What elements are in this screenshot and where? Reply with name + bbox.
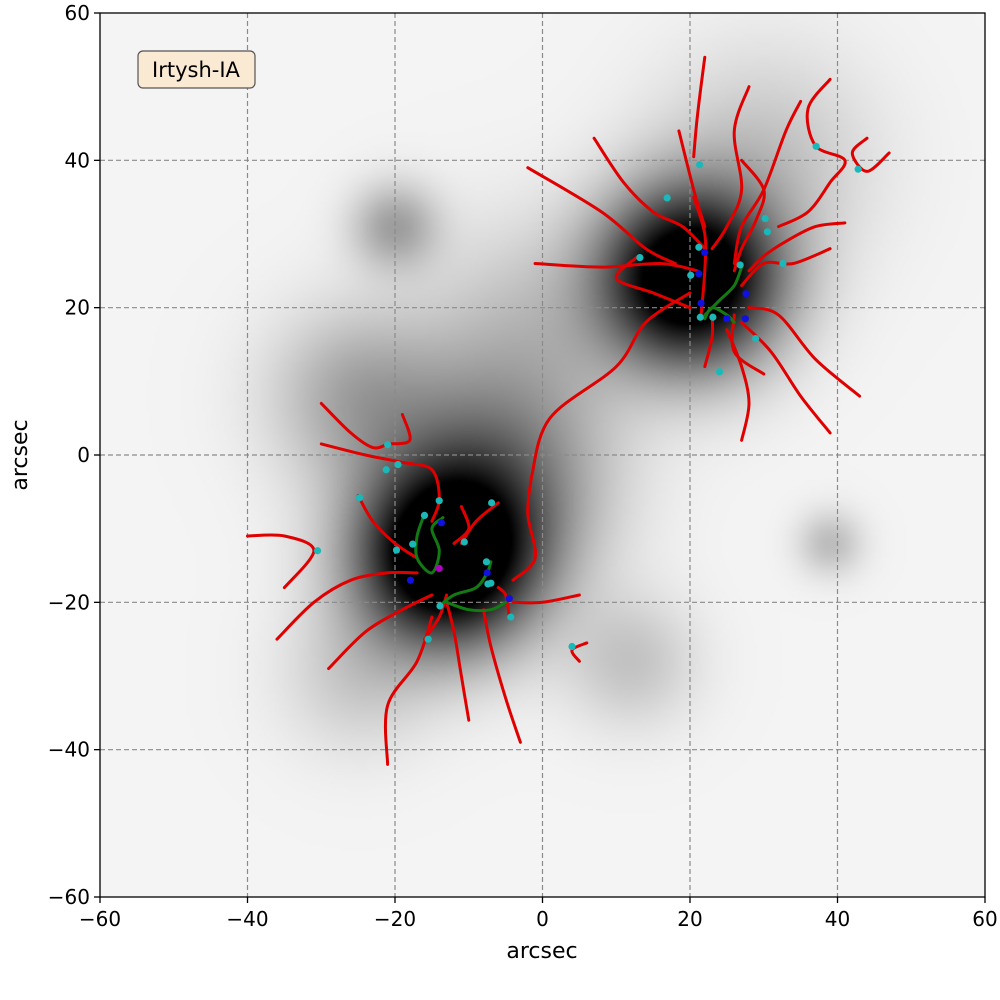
filament-path <box>496 586 511 619</box>
node-point <box>663 194 671 202</box>
filament-path <box>526 166 677 265</box>
node-point <box>382 466 390 474</box>
x-tick-label: 0 <box>536 907 549 931</box>
filament-path <box>850 136 891 173</box>
node-point <box>487 579 495 587</box>
x-tick-label: 60 <box>972 907 997 931</box>
bridge-layer <box>414 265 744 613</box>
node-point <box>568 642 576 651</box>
node-point <box>763 228 772 236</box>
bridge-path <box>703 306 736 324</box>
filament-path <box>592 136 707 251</box>
node-point <box>482 558 491 566</box>
saddle-point <box>505 595 513 603</box>
node-point <box>313 547 322 555</box>
y-axis-ticks: −60 −40 −20 0 20 40 60 <box>48 1 100 909</box>
x-axis-label: arcsec <box>506 939 577 964</box>
filament-path <box>732 158 766 273</box>
node-point <box>409 540 417 548</box>
saddle-point <box>437 519 446 527</box>
saddle-point <box>483 569 491 577</box>
x-tick-label: −20 <box>374 907 416 931</box>
node-point <box>687 271 695 279</box>
node-point <box>715 368 724 376</box>
x-axis-ticks: −60 −40 −20 0 20 40 60 <box>79 897 998 931</box>
node-point <box>761 214 769 223</box>
filament-path <box>386 413 412 446</box>
node-point <box>736 261 744 269</box>
y-tick-label: 40 <box>65 148 90 172</box>
filament-path <box>732 99 803 265</box>
node-point <box>394 460 402 469</box>
y-tick-label: 60 <box>65 1 90 25</box>
saddle-point <box>701 248 709 257</box>
filament-path <box>777 77 847 229</box>
filament-path <box>511 475 538 582</box>
node-point <box>384 441 392 449</box>
node-point <box>812 142 820 150</box>
y-tick-label: −40 <box>48 738 90 762</box>
y-tick-label: 0 <box>77 443 90 467</box>
filament-path <box>710 85 751 251</box>
node-point <box>854 165 862 173</box>
node-point <box>488 499 496 507</box>
filament-path <box>275 570 419 641</box>
node-point <box>752 335 760 343</box>
saddle-point <box>406 576 415 584</box>
node-point <box>424 635 432 643</box>
node-point <box>636 253 644 262</box>
filament-path <box>356 494 419 560</box>
filament-path <box>747 306 862 398</box>
saddle-point <box>742 290 750 298</box>
x-tick-label: 40 <box>825 907 850 931</box>
filament-path <box>246 533 316 590</box>
node-point <box>507 613 515 621</box>
filament-path <box>511 593 581 605</box>
node-point <box>420 511 429 520</box>
peak-point <box>435 564 443 573</box>
node-point <box>356 494 364 502</box>
saddle-point <box>697 299 705 307</box>
annotation-badge: Irtysh-IA <box>137 50 256 89</box>
filament-path <box>319 401 390 450</box>
node-point <box>696 313 704 321</box>
node-point <box>436 602 444 610</box>
filament-path <box>445 600 471 722</box>
node-point <box>695 243 703 251</box>
saddle-point <box>723 315 731 323</box>
filament-path <box>529 291 692 479</box>
filament-path <box>482 608 522 744</box>
filament-path <box>570 641 589 663</box>
saddle-point <box>741 315 749 323</box>
node-point <box>709 313 717 321</box>
filament-path <box>533 261 699 273</box>
x-tick-label: −60 <box>79 907 121 931</box>
node-point <box>392 546 401 554</box>
annotation-badge-label: Irtysh-IA <box>152 58 241 82</box>
x-tick-label: 20 <box>677 907 702 931</box>
y-tick-label: −20 <box>48 590 90 614</box>
filament-path <box>327 593 434 671</box>
filament-path <box>747 221 847 273</box>
node-point <box>695 161 704 169</box>
y-axis-label: arcsec <box>8 419 33 490</box>
bridge-path <box>445 600 508 613</box>
filament-path <box>740 320 832 435</box>
node-point <box>435 497 443 505</box>
saddle-point <box>695 270 703 278</box>
y-tick-label: −60 <box>48 885 90 909</box>
node-point <box>779 259 787 268</box>
bridge-path <box>414 512 445 575</box>
filament-path <box>692 55 707 159</box>
x-tick-label: −40 <box>226 907 268 931</box>
bridge-path <box>437 560 493 608</box>
node-point <box>460 538 468 546</box>
y-tick-label: 20 <box>65 296 90 320</box>
filament-path <box>740 247 832 288</box>
plot-area <box>99 12 986 898</box>
annotation-badge-box <box>137 50 256 89</box>
structure-overlay <box>246 55 891 766</box>
node-layer <box>313 142 862 651</box>
